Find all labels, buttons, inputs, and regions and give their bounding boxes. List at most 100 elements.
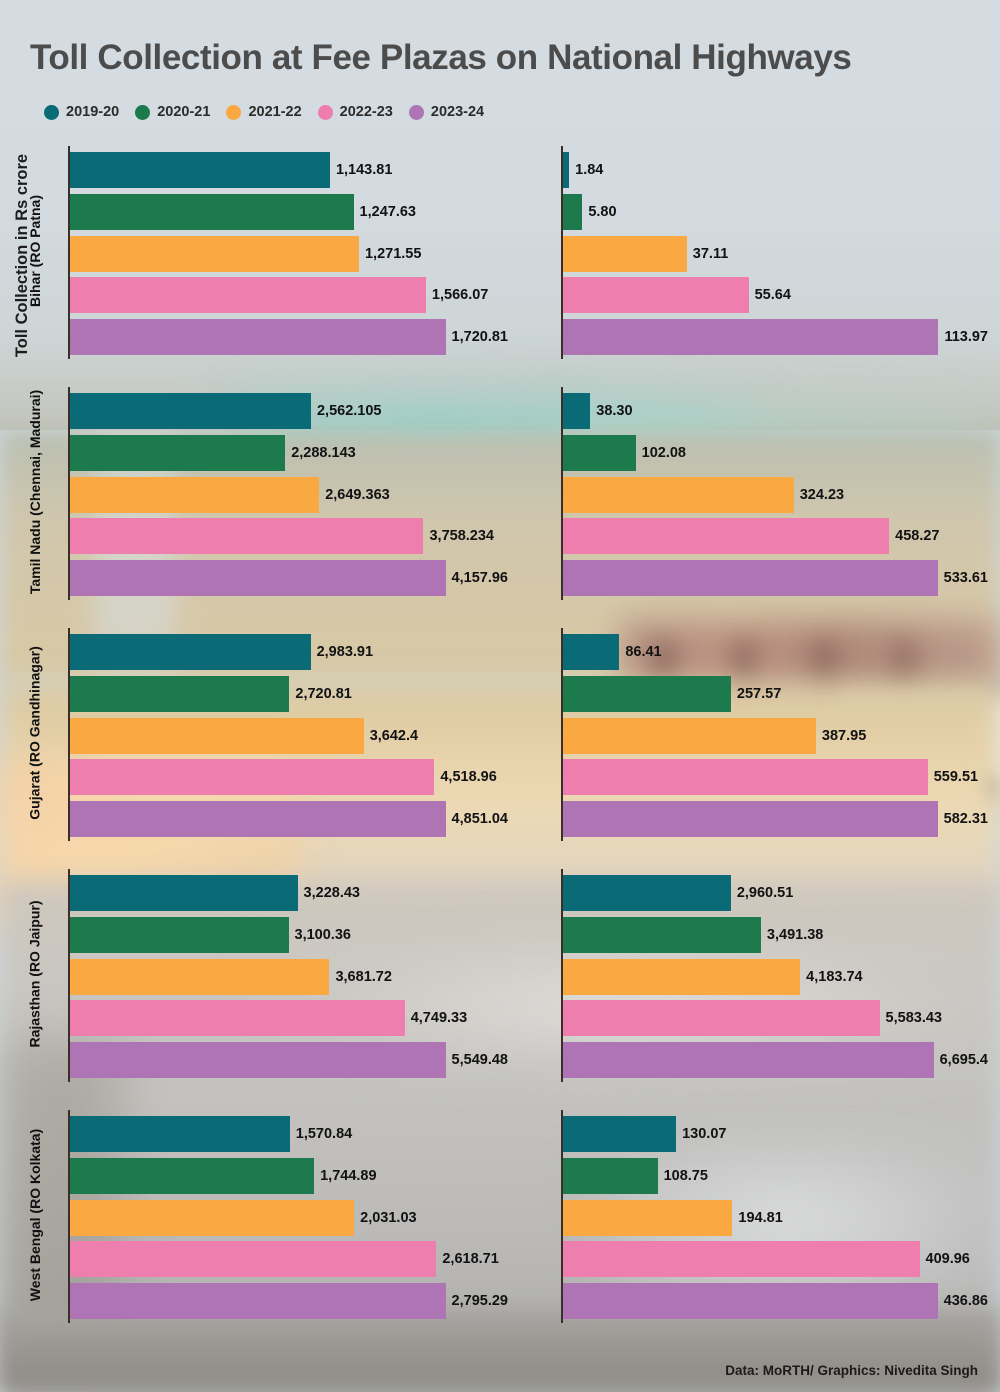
y-axis-line	[68, 387, 70, 600]
bar-2022-23	[70, 277, 426, 314]
bar-value-label: 1,720.81	[451, 329, 508, 345]
bar-item: 582.31	[563, 801, 988, 837]
bar-2023-24	[70, 801, 446, 837]
bar-value-label: 3,100.36	[294, 926, 351, 943]
bar-2023-24	[70, 1042, 446, 1078]
bar-item: 1.84	[563, 152, 988, 188]
legend-item-2023-24: 2023-24	[408, 104, 484, 120]
bar-item: 324.23	[563, 476, 988, 513]
y-axis-line	[561, 146, 563, 359]
panel-row: Tamil Nadu (Chennai, Madurai) 2,562.105 2,…	[0, 371, 1000, 612]
legend-label: 2022-23	[339, 104, 393, 120]
bar-value-label: 1,247.63	[359, 203, 416, 220]
plot-area: 86.41 257.57 387.95 559.51 582.31	[561, 628, 988, 841]
bar-item: 409.96	[563, 1241, 988, 1278]
bar-2022-23	[70, 1000, 405, 1037]
plot-area: 2,562.105 2,288.143 2,649.363 3,758.234 4,15…	[68, 387, 508, 600]
bar-item: 1,570.84	[70, 1116, 508, 1152]
bar-value-label: 4,183.74	[806, 968, 863, 985]
panel-himachal-pradesh-ro-shimla: Himachal Pradesh (RO Shimla)1.845.8037.1…	[520, 130, 1000, 371]
legend-label: 2019-20	[66, 104, 120, 120]
panel-axis-label-text: Rajasthan (RO Jaipur)	[27, 899, 43, 1048]
bar-value-label: 387.95	[821, 727, 867, 744]
bar-value-label: 2,288.143	[291, 444, 356, 461]
bar-2019-20	[70, 393, 311, 429]
bar-item: 3,491.38	[563, 916, 988, 953]
panel-tamil-nadu-chennai-madurai: Tamil Nadu (Chennai, Madurai) 2,562.105 2,…	[0, 371, 520, 612]
bar-2023-24	[563, 1283, 938, 1319]
bar-item: 4,157.96	[70, 560, 508, 596]
bar-value-label: 4,518.96	[440, 769, 497, 786]
bar-group: 38.30 102.08 324.23 458.27 533.61	[563, 387, 988, 600]
plot-area: 2,983.91 2,720.81 3,642.4 4,518.96 4,851.04	[68, 628, 508, 841]
bar-item: 4,183.74	[563, 958, 988, 995]
y-axis-line	[68, 146, 70, 359]
bar-value-label: 3,642.4	[369, 727, 419, 744]
bar-2022-23	[563, 518, 890, 555]
bar-item: 3,642.4	[70, 717, 508, 754]
legend-item-2021-22: 2021-22	[226, 104, 302, 120]
bar-2019-20	[563, 1116, 677, 1152]
bar-value-label: 37.11	[692, 245, 729, 262]
bar-value-label: 3,228.43	[303, 885, 360, 901]
bar-item: 2,720.81	[70, 675, 508, 712]
bar-value-label: 102.08	[641, 444, 686, 461]
bar-item: 2,795.29	[70, 1283, 508, 1319]
panel-axis-label: Tamil Nadu (Chennai, Madurai)	[22, 371, 48, 612]
bar-2023-24	[563, 1042, 934, 1078]
bar-group: 2,562.105 2,288.143 2,649.363 3,758.234 4,15…	[70, 387, 508, 600]
bar-value-label: 55.64	[754, 287, 791, 304]
bar-2022-23	[563, 1241, 920, 1278]
bar-item: 2,031.03	[70, 1199, 508, 1236]
bar-2021-22	[563, 1199, 733, 1236]
bar-value-label: 324.23	[799, 486, 845, 503]
bar-item: 3,228.43	[70, 875, 508, 911]
bar-value-label: 1,143.81	[335, 162, 393, 178]
plot-area: 38.30 102.08 324.23 458.27 533.61	[561, 387, 988, 600]
bar-value-label: 4,851.04	[451, 811, 508, 827]
bar-group: 86.41 257.57 387.95 559.51 582.31	[563, 628, 988, 841]
bar-2020-21	[563, 434, 636, 471]
panel-grid: Bihar (RO Patna) 1,143.81 1,247.63 1,271.55…	[0, 130, 1000, 1335]
plot-area: 1,143.81 1,247.63 1,271.55 1,566.07 1,720.81	[68, 146, 508, 359]
y-axis-line	[561, 628, 563, 841]
bar-item: 1,271.55	[70, 235, 508, 272]
bar-2021-22	[563, 235, 687, 272]
bar-value-label: 113.97	[944, 329, 988, 345]
bar-item: 3,758.234	[70, 518, 508, 555]
panel-axis-label-text: Bihar (RO Patna)	[27, 194, 44, 307]
bar-2023-24	[70, 560, 446, 596]
bar-2022-23	[563, 1000, 880, 1037]
bar-2020-21	[70, 675, 290, 712]
legend-swatch-icon	[408, 104, 424, 120]
bar-2021-22	[563, 958, 801, 995]
bar-2021-22	[563, 717, 816, 754]
bar-2019-20	[563, 393, 591, 429]
panel-axis-label-text: Tamil Nadu (Chennai, Madurai)	[27, 389, 43, 594]
bar-value-label: 5,583.43	[885, 1010, 942, 1027]
bar-value-label: 3,681.72	[335, 968, 392, 985]
bar-2019-20	[70, 875, 298, 911]
plot-area: 2,960.51 3,491.38 4,183.74 5,583.43 6,695.4	[561, 869, 988, 1082]
bar-2020-21	[70, 916, 289, 953]
bar-value-label: 436.86	[943, 1293, 988, 1309]
bar-item: 2,288.143	[70, 434, 508, 471]
bar-2020-21	[563, 675, 731, 712]
bar-value-label: 2,562.105	[316, 403, 382, 419]
bar-2023-24	[563, 560, 938, 596]
bar-2022-23	[563, 759, 928, 796]
bar-2019-20	[70, 152, 330, 188]
bar-2021-22	[70, 958, 330, 995]
bar-2021-22	[70, 235, 359, 272]
panel-north-east-ro-guwahati: North-East (RO Guwahati)86.41257.57387.9…	[520, 612, 1000, 853]
bar-value-label: 1.84	[575, 162, 604, 178]
panel-rajasthan-ro-jaipur: Rajasthan (RO Jaipur) 3,228.43 3,100.36 3,6…	[0, 853, 520, 1094]
y-axis-line	[561, 1110, 563, 1323]
bar-2019-20	[563, 152, 570, 188]
plot-area: 3,228.43 3,100.36 3,681.72 4,749.33 5,549.48	[68, 869, 508, 1082]
bar-item: 533.61	[563, 560, 988, 596]
bar-2021-22	[563, 476, 794, 513]
bar-2020-21	[70, 434, 286, 471]
bar-group: 1,143.81 1,247.63 1,271.55 1,566.07 1,720.81	[70, 146, 508, 359]
bar-item: 1,143.81	[70, 152, 508, 188]
